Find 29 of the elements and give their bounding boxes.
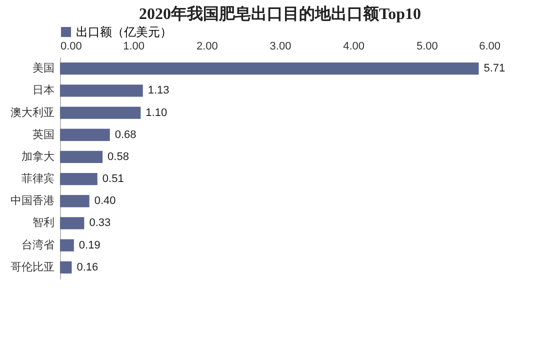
x-tick-label: 1.00 — [123, 40, 145, 52]
y-tick-label: 智利 — [32, 216, 54, 230]
x-tick-label: 6.00 — [479, 40, 500, 52]
data-label: 0.51 — [102, 173, 124, 186]
y-tick-label: 美国 — [32, 62, 54, 75]
y-tick-label: 菲律宾 — [22, 172, 54, 186]
x-tick-label: 5.00 — [416, 40, 438, 52]
data-label: 0.16 — [76, 261, 98, 274]
data-label: 0.58 — [108, 150, 129, 163]
y-tick-label: 加拿大 — [22, 150, 54, 163]
data-label: 1.10 — [146, 106, 168, 119]
x-tick-label: 4.00 — [343, 40, 365, 52]
y-tick-label: 中国香港 — [10, 194, 54, 208]
data-label: 0.19 — [78, 239, 100, 252]
y-tick-label: 英国 — [32, 128, 54, 141]
legend-label: 出口额（亿美元） — [76, 25, 172, 39]
data-label: 0.40 — [94, 195, 116, 208]
x-tick-label: 2.00 — [196, 40, 218, 52]
y-tick-label: 哥伦比亚 — [10, 260, 54, 274]
data-label: 5.71 — [484, 62, 506, 75]
x-tick-label: 0.00 — [60, 40, 82, 52]
data-label: 1.13 — [148, 84, 170, 97]
y-tick-label: 日本 — [32, 84, 54, 97]
data-label: 0.33 — [89, 217, 111, 230]
x-tick-label: 3.00 — [270, 40, 292, 52]
y-tick-label: 台湾省 — [22, 238, 54, 252]
y-tick-label: 澳大利亚 — [10, 106, 54, 119]
data-label: 0.68 — [114, 128, 136, 141]
chart-title: 2020年我国肥皂出口目的地出口额Top10 — [138, 5, 422, 23]
